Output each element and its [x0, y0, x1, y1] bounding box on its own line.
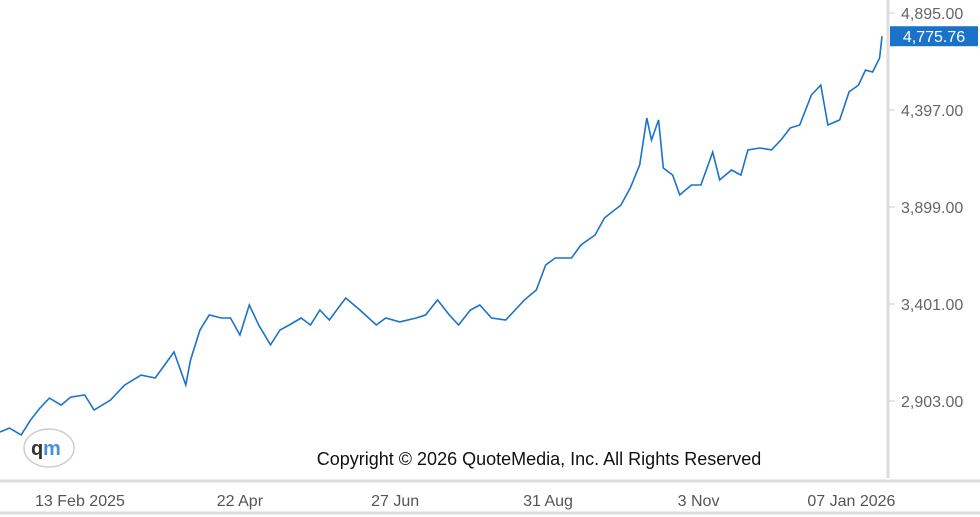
x-tick-label: 13 Feb 2025	[35, 493, 125, 510]
logo: q m	[23, 428, 75, 468]
x-tick-label: 27 Jun	[371, 493, 419, 510]
y-tick-label: 3,401.00	[901, 297, 963, 314]
copyright-text: Copyright © 2026 QuoteMedia, Inc. All Ri…	[317, 449, 762, 469]
x-tick-label: 07 Jan 2026	[807, 493, 895, 510]
y-tick-label: 4,397.00	[901, 103, 963, 120]
price-line	[0, 36, 883, 436]
y-tick-label: 4,895.00	[901, 6, 963, 23]
last-value-label: 4,775.76	[903, 29, 965, 46]
y-tick-label: 2,903.00	[901, 394, 963, 411]
last-value-tag: 4,775.76	[890, 26, 978, 47]
svg-text:m: m	[43, 438, 61, 460]
last-value-badge	[890, 26, 978, 47]
x-tick-label: 31 Aug	[523, 493, 573, 510]
svg-text:q: q	[31, 438, 43, 460]
x-tick-label: 22 Apr	[217, 493, 264, 510]
y-tick-label: 3,899.00	[901, 200, 963, 217]
x-tick-label: 3 Nov	[678, 493, 720, 510]
